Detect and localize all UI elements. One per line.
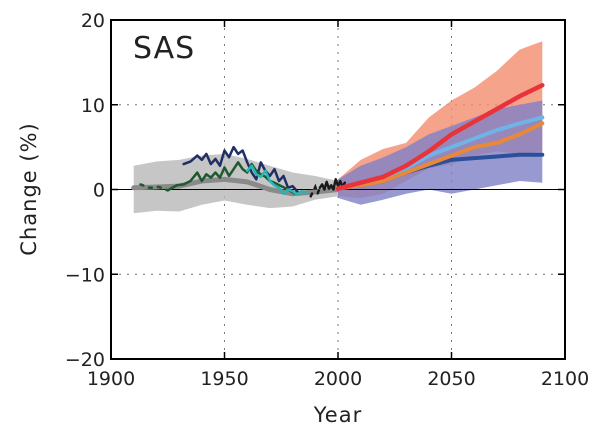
y-tick-label: 0	[93, 180, 105, 202]
x-tick-label: 1950	[200, 368, 248, 390]
y-tick-label: −10	[65, 264, 105, 286]
x-tick-label: 2000	[314, 368, 362, 390]
y-axis-title: Change (%)	[17, 122, 41, 255]
x-tick-label: 2050	[427, 368, 475, 390]
series-line	[318, 178, 347, 191]
y-tick-label: −20	[65, 349, 105, 371]
series-line	[182, 145, 299, 193]
y-tick-label: 10	[81, 95, 105, 117]
series-lines	[131, 83, 545, 198]
series-line	[335, 83, 545, 191]
series-line-dotted	[309, 183, 322, 198]
axis-ticks: 1900 1950 2000 2050 2100 −20 −10 0 10 20	[65, 10, 589, 390]
confidence-bands	[133, 41, 543, 214]
panel-title: SAS	[133, 31, 195, 66]
y-tick-label: 20	[81, 10, 105, 32]
uncertainty-band	[133, 153, 338, 214]
series-line	[245, 164, 308, 196]
x-axis-title: Year	[313, 403, 362, 427]
series-line	[336, 121, 545, 191]
x-tick-label: 1900	[87, 368, 135, 390]
x-tick-label: 2100	[541, 368, 589, 390]
